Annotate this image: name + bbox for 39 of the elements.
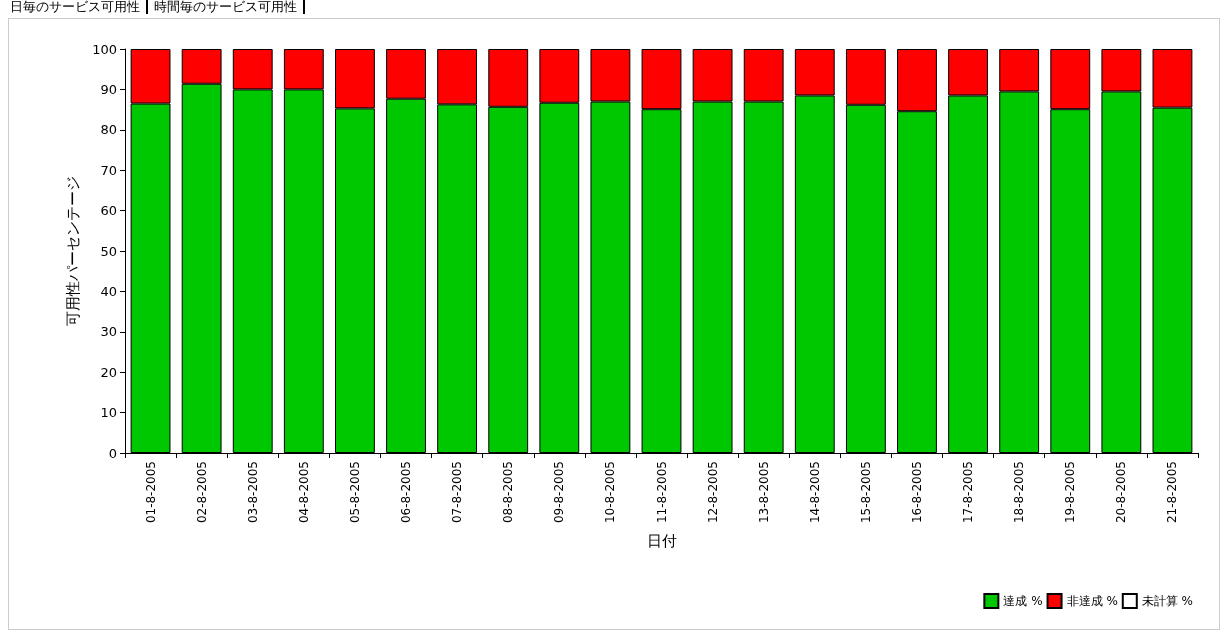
- x-axis-title: 日付: [646, 531, 677, 550]
- x-tick-label: 05-8-2005: [347, 461, 362, 524]
- y-tick-label: 100: [92, 41, 117, 57]
- y-tick-label: 90: [100, 81, 117, 97]
- x-tick-label: 17-8-2005: [961, 461, 976, 524]
- y-tick-label: 70: [100, 162, 117, 178]
- x-tick-label: 04-8-2005: [296, 461, 311, 524]
- x-tick-label: 09-8-2005: [552, 461, 567, 524]
- y-tick-label: 30: [100, 324, 117, 340]
- x-tick-label: 18-8-2005: [1012, 461, 1027, 524]
- x-tick-label: 15-8-2005: [858, 461, 873, 524]
- x-tick-label: 03-8-2005: [245, 461, 260, 524]
- y-axis-title: 可用性パーセンテージ: [63, 176, 82, 326]
- x-tick-label: 12-8-2005: [705, 461, 720, 524]
- text: 時間毎のサービス可用性: [148, 0, 305, 14]
- x-tick-label: 21-8-2005: [1165, 461, 1180, 524]
- x-tick-label: 06-8-2005: [399, 461, 414, 524]
- y-tick-label: 20: [100, 364, 117, 380]
- x-tick-label: 07-8-2005: [450, 461, 465, 524]
- x-tick-label: 10-8-2005: [603, 461, 618, 524]
- x-tick-label: 08-8-2005: [501, 461, 516, 524]
- x-tick-label: 13-8-2005: [756, 461, 771, 524]
- x-tick-label: 16-8-2005: [909, 461, 924, 524]
- x-tick-label: 20-8-2005: [1114, 461, 1129, 524]
- legend-label: 非達成 %: [1066, 594, 1118, 608]
- y-tick-label: 60: [100, 203, 117, 219]
- x-tick-label: 14-8-2005: [807, 461, 822, 524]
- y-tick-label: 0: [108, 445, 117, 461]
- x-tick-label: 02-8-2005: [194, 461, 209, 524]
- x-tick-label: 11-8-2005: [654, 461, 669, 524]
- y-tick-label: 80: [100, 122, 117, 138]
- y-tick-label: 10: [100, 405, 117, 421]
- y-tick-label: 40: [100, 283, 117, 299]
- y-tick-label: 50: [100, 243, 117, 259]
- legend-label: 達成 %: [1003, 594, 1043, 608]
- x-tick-label: 01-8-2005: [143, 461, 158, 524]
- x-tick-label: 19-8-2005: [1063, 461, 1078, 524]
- legend-label: 未計算 %: [1141, 594, 1193, 608]
- text: 日毎のサービス可用性: [4, 0, 148, 14]
